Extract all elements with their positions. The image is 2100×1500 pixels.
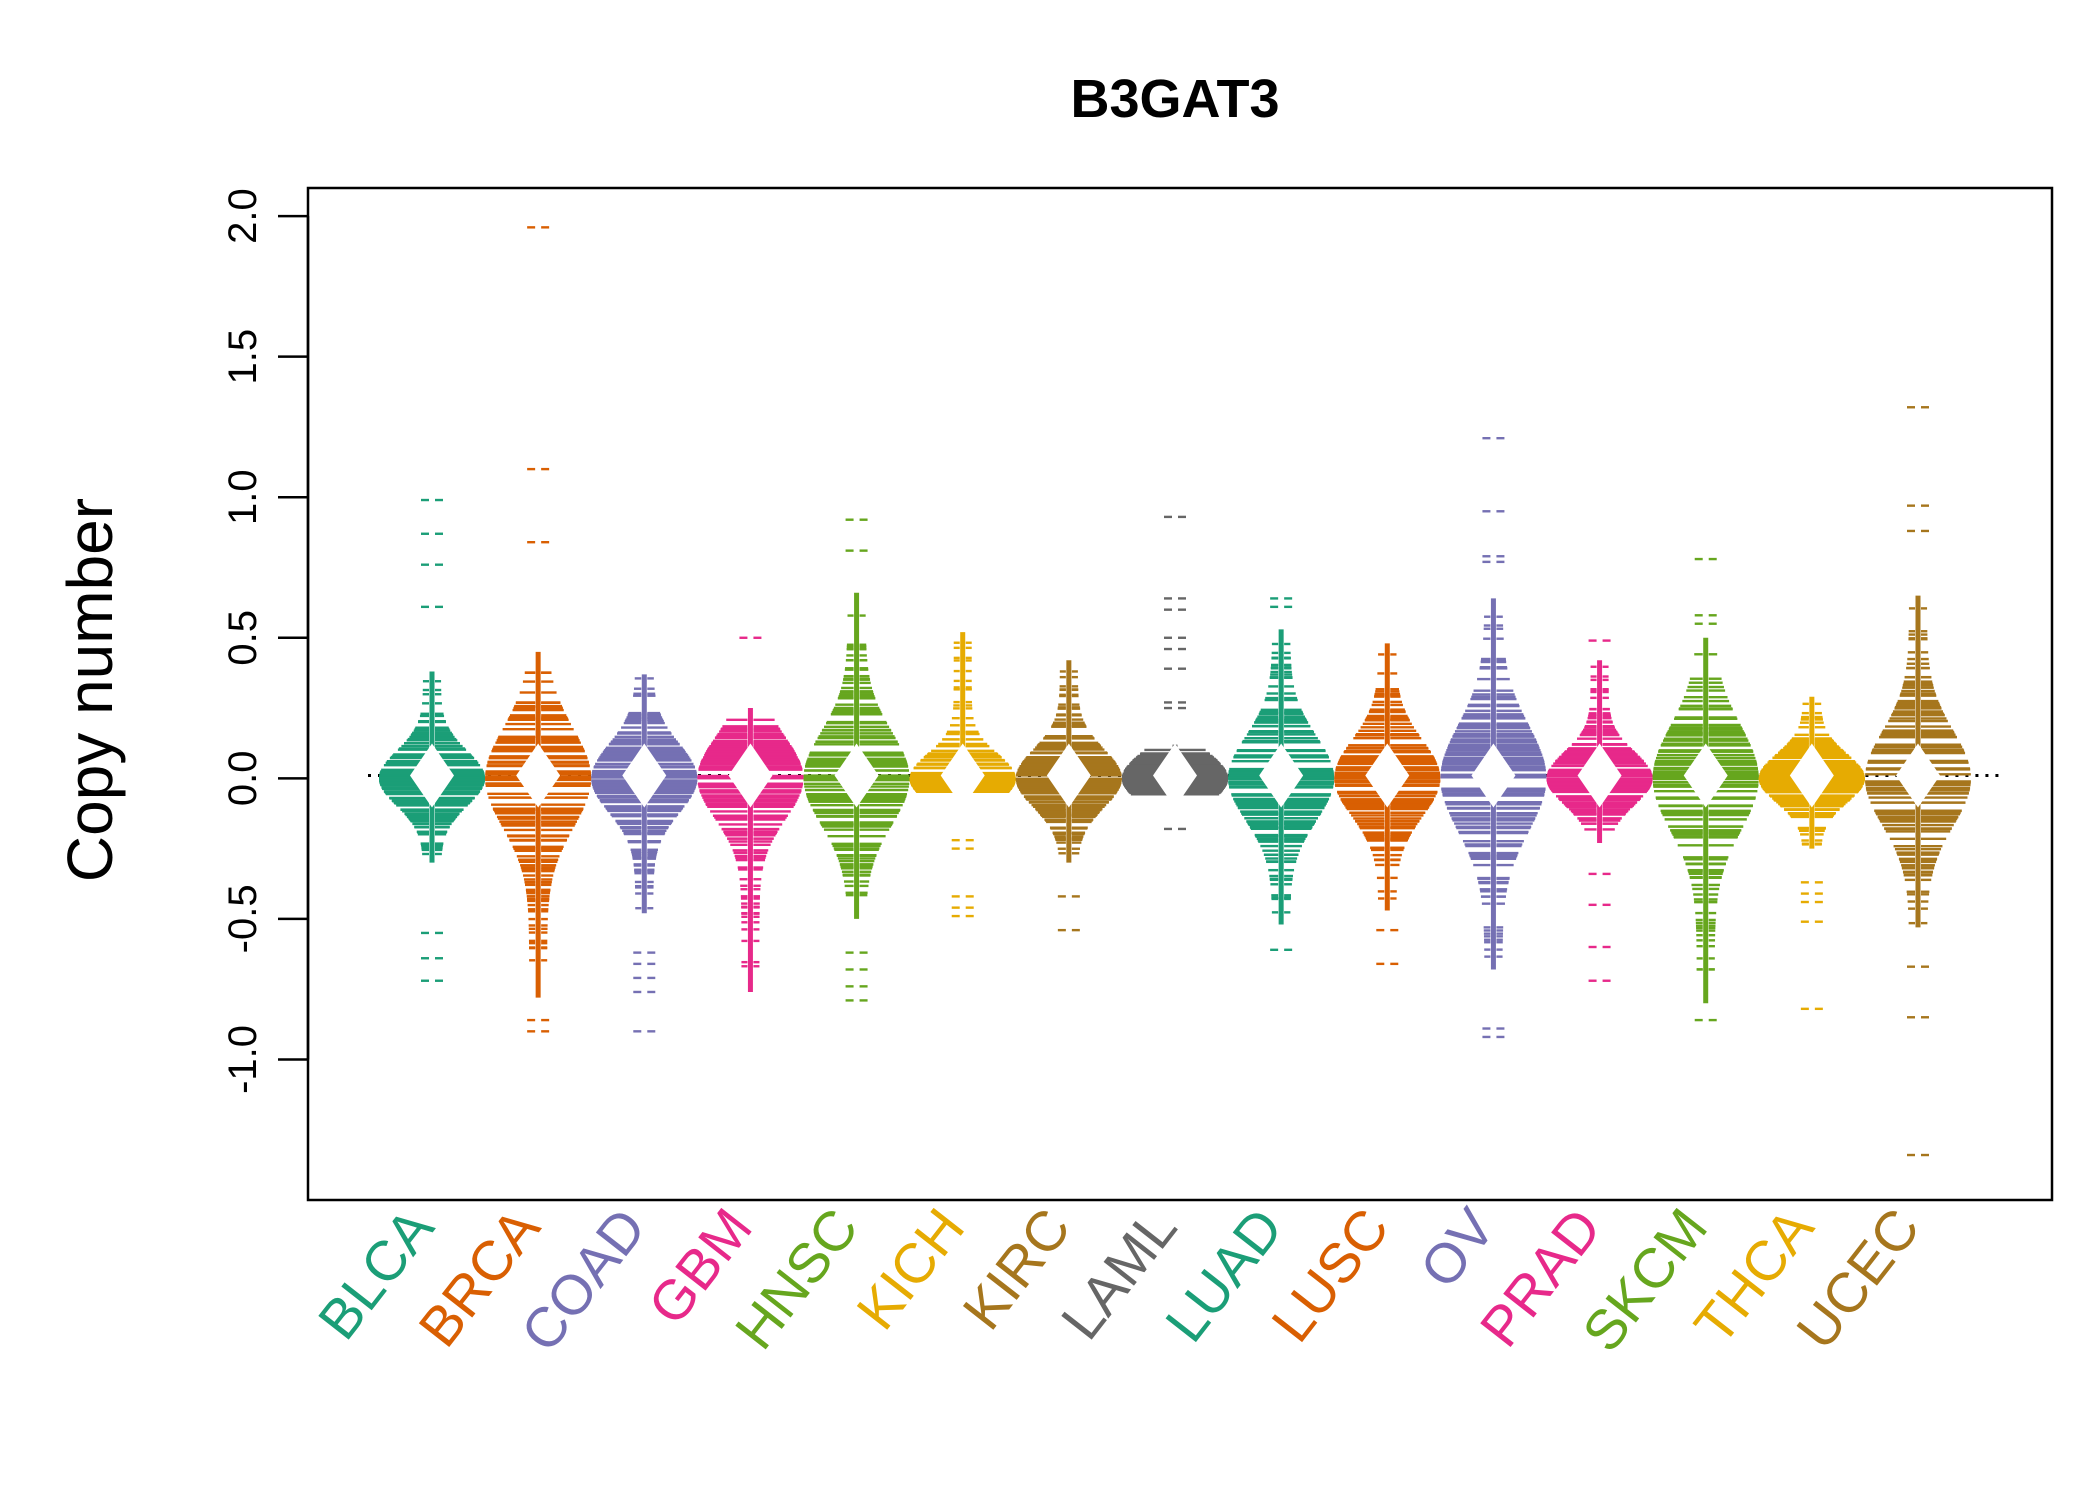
x-tick-label: LUAD	[1153, 1197, 1295, 1354]
plot-area: -1.0-0.50.00.51.01.52.0BLCABRCACOADGBMHN…	[221, 186, 2054, 1363]
y-tick-label: 1.5	[221, 329, 265, 385]
violin-laml	[1122, 515, 1228, 831]
violin-center	[1153, 743, 1197, 808]
violin-thca	[1758, 696, 1865, 1011]
y-tick-label: -1.0	[221, 1025, 265, 1094]
violin-center	[1789, 743, 1834, 808]
plot-frame	[306, 186, 2054, 1202]
violin-ov	[1440, 436, 1547, 1039]
violin-kirc	[1015, 660, 1122, 932]
violin-coad	[591, 674, 698, 1033]
violin-center	[1471, 743, 1516, 808]
violin-blca	[379, 498, 485, 982]
violin-brca	[485, 226, 592, 1033]
violin-center	[834, 743, 879, 808]
violin-center	[1577, 743, 1622, 808]
y-tick-label: -0.5	[221, 884, 265, 953]
violin-center	[622, 743, 667, 808]
y-tick-label: 2.0	[221, 188, 265, 244]
violin-center	[1896, 743, 1940, 808]
violin-center	[728, 743, 773, 808]
x-tick-label: KICH	[844, 1197, 976, 1341]
violin-center	[1046, 743, 1091, 808]
violin-center	[1259, 743, 1304, 808]
violin-skcm	[1652, 557, 1759, 1022]
violin-center	[1683, 743, 1728, 808]
x-tick-label: LUSC	[1259, 1197, 1401, 1354]
violin-center	[1365, 743, 1410, 808]
y-tick-label: 0.0	[221, 751, 265, 807]
violin-center	[516, 743, 561, 808]
x-tick-label: OV	[1407, 1196, 1507, 1299]
y-tick-label: 0.5	[221, 610, 265, 666]
violin-ucec	[1865, 406, 1971, 1157]
violin-prad	[1546, 639, 1653, 982]
y-tick-label: 1.0	[221, 469, 265, 525]
chart-title: B3GAT3	[1070, 69, 1279, 129]
violin-center	[940, 743, 985, 808]
violin-luad	[1228, 597, 1335, 952]
violin-center	[410, 743, 454, 808]
violin-gbm	[697, 636, 804, 992]
y-axis-label: Copy number	[54, 498, 126, 882]
violin-hnsc	[803, 518, 910, 1002]
violin-kich	[909, 632, 1016, 918]
violin-lusc	[1334, 643, 1441, 966]
x-tick-label: LAML	[1049, 1197, 1189, 1351]
